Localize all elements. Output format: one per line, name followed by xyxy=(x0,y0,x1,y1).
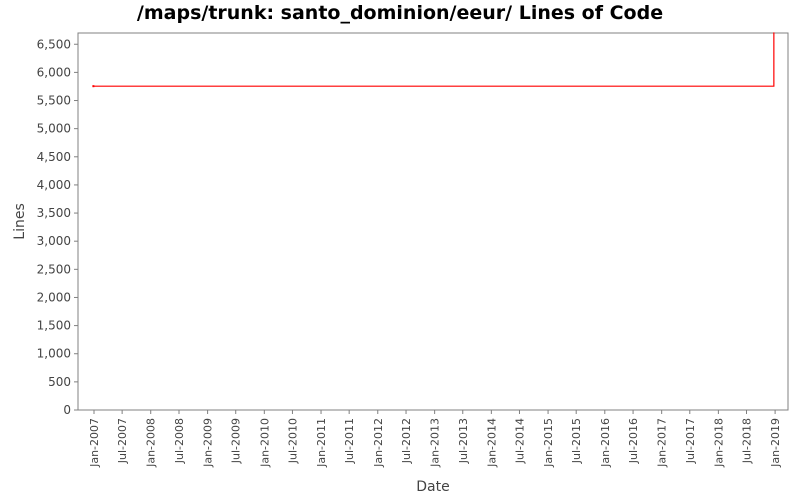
x-tick-label: Jan-2015 xyxy=(542,418,555,468)
x-tick-label: Jan-2013 xyxy=(429,418,442,468)
x-tick-label: Jan-2011 xyxy=(315,418,328,468)
x-tick-label: Jan-2007 xyxy=(88,418,101,468)
y-tick-label: 2,500 xyxy=(37,262,71,276)
x-tick-label: Jan-2018 xyxy=(712,418,725,468)
plot-area xyxy=(77,32,789,411)
x-tick-label: Jul-2014 xyxy=(513,418,526,464)
y-tick-label: 6,000 xyxy=(37,65,71,79)
x-tick-label: Jul-2009 xyxy=(230,418,243,464)
y-tick-label: 3,000 xyxy=(37,234,71,248)
x-axis-label: Date xyxy=(416,479,449,495)
x-tick-label: Jul-2012 xyxy=(400,418,413,464)
y-tick-label: 0 xyxy=(63,403,71,417)
data-point xyxy=(92,85,95,88)
x-tick-label: Jan-2012 xyxy=(372,418,385,468)
x-tick-label: Jan-2016 xyxy=(599,418,612,468)
y-tick-label: 1,000 xyxy=(37,347,71,361)
x-tick-label: Jul-2013 xyxy=(457,418,470,464)
x-tick-label: Jul-2017 xyxy=(684,418,697,464)
x-tick-label: Jan-2019 xyxy=(769,418,782,468)
x-tick-label: Jan-2009 xyxy=(202,418,215,468)
x-tick-label: Jan-2017 xyxy=(656,418,669,468)
y-tick-label: 2,000 xyxy=(37,290,71,304)
x-tick-label: Jan-2014 xyxy=(485,418,498,468)
y-tick-label: 5,500 xyxy=(37,94,71,108)
y-tick-label: 5,000 xyxy=(37,122,71,136)
x-tick-label: Jul-2008 xyxy=(173,418,186,464)
x-tick-label: Jul-2015 xyxy=(570,418,583,464)
y-tick-label: 4,000 xyxy=(37,178,71,192)
x-tick-label: Jul-2010 xyxy=(286,418,299,464)
series-line xyxy=(93,32,775,87)
x-tick-label: Jul-2007 xyxy=(116,418,129,464)
x-tick-label: Jul-2018 xyxy=(741,418,754,464)
y-tick-label: 4,500 xyxy=(37,150,71,164)
y-axis-label: Lines xyxy=(12,203,28,239)
x-tick-label: Jan-2008 xyxy=(145,418,158,468)
y-tick-label: 1,500 xyxy=(37,319,71,333)
y-tick-label: 3,500 xyxy=(37,206,71,220)
x-tick-label: Jul-2011 xyxy=(343,418,356,464)
y-tick-label: 6,500 xyxy=(37,37,71,51)
x-tick-label: Jan-2010 xyxy=(258,418,271,468)
y-tick-label: 500 xyxy=(48,375,71,389)
chart-title: /maps/trunk: santo_dominion/eeur/ Lines … xyxy=(136,2,664,24)
x-tick-label: Jul-2016 xyxy=(627,418,640,464)
